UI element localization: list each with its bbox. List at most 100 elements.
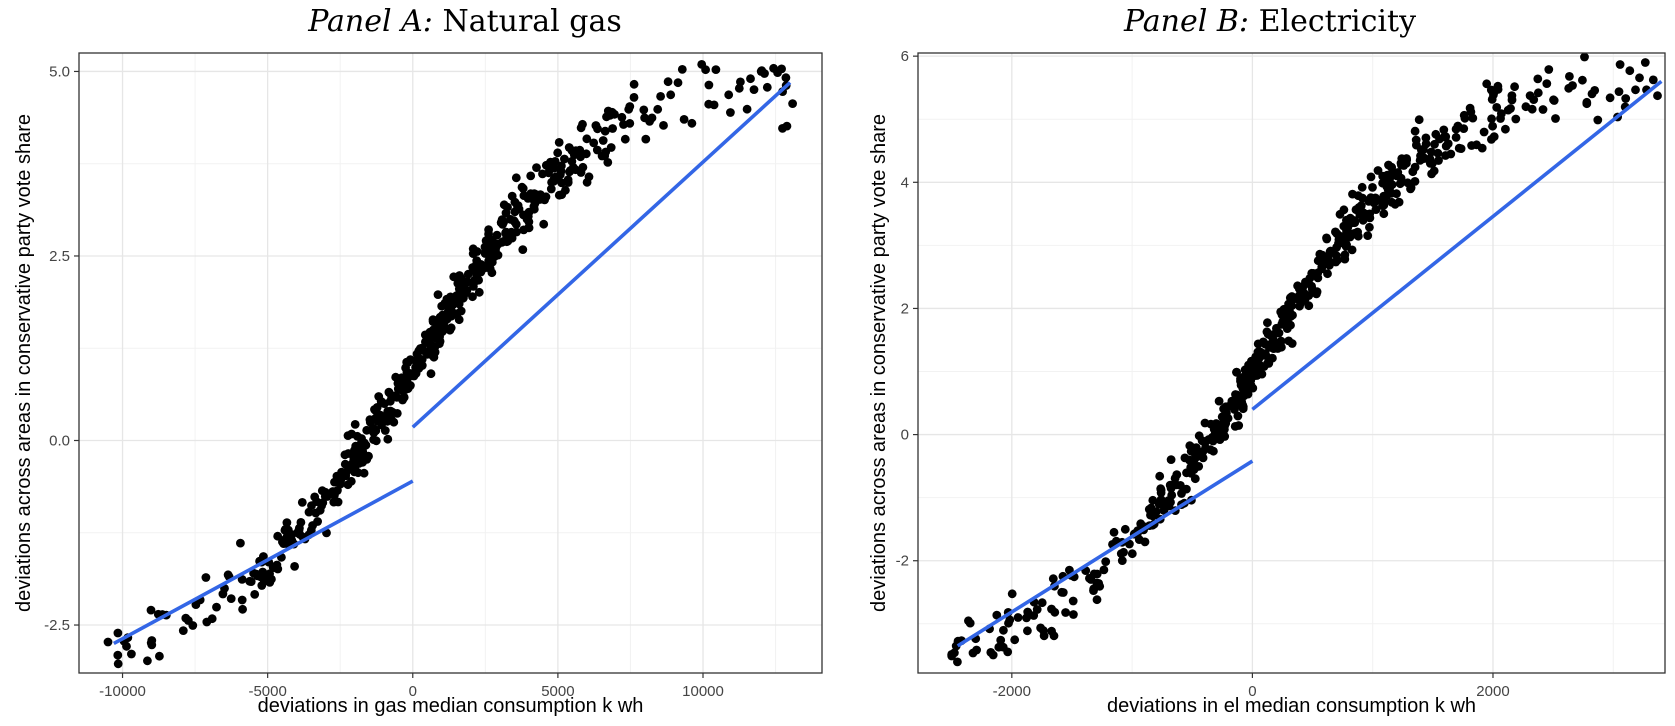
data-point — [576, 152, 585, 162]
data-point — [329, 490, 339, 499]
data-point — [1521, 102, 1531, 112]
data-point — [1120, 524, 1130, 534]
data-point — [1477, 143, 1487, 153]
data-point — [539, 219, 549, 229]
data-point — [589, 138, 599, 148]
x-axis-title: deviations in gas median consumption k w… — [258, 695, 644, 717]
data-point — [332, 471, 342, 481]
data-point — [1003, 647, 1013, 657]
data-point — [1625, 66, 1635, 76]
data-point — [1210, 429, 1220, 439]
data-point — [1101, 557, 1111, 566]
data-point — [1364, 197, 1374, 206]
data-point — [576, 123, 586, 133]
data-point — [371, 406, 380, 415]
data-point — [474, 267, 484, 277]
data-point — [422, 347, 432, 357]
y-tick-label: 2.5 — [49, 248, 70, 265]
y-axis-title: deviations across areas in conservative … — [868, 114, 890, 612]
data-point — [600, 126, 610, 136]
data-point — [343, 431, 353, 440]
data-point — [409, 371, 419, 381]
data-point — [1392, 171, 1401, 181]
data-point — [546, 184, 556, 194]
data-point — [455, 292, 465, 302]
data-point — [365, 415, 375, 425]
data-point — [1023, 626, 1032, 636]
y-tick-label: 0 — [901, 427, 909, 444]
data-point — [429, 325, 438, 335]
data-point — [1542, 79, 1552, 88]
data-point — [126, 649, 136, 659]
data-point — [1170, 474, 1180, 483]
data-point — [1117, 556, 1127, 565]
data-point — [1511, 114, 1521, 124]
data-point — [1587, 89, 1597, 99]
data-point — [448, 300, 458, 309]
data-point — [1487, 135, 1496, 144]
data-point — [1238, 372, 1248, 382]
data-point — [1164, 499, 1174, 508]
data-point — [1252, 369, 1262, 378]
data-point — [1399, 161, 1409, 170]
data-point — [238, 604, 248, 614]
data-point — [1379, 191, 1389, 201]
data-point — [1263, 318, 1272, 328]
data-point — [397, 385, 406, 394]
data-point — [259, 552, 268, 561]
data-point — [296, 518, 306, 527]
data-point — [687, 118, 697, 128]
data-point — [307, 501, 316, 510]
data-point — [1614, 87, 1624, 96]
data-point — [964, 616, 973, 626]
data-point — [290, 562, 299, 571]
data-point — [341, 471, 351, 481]
data-point — [122, 641, 131, 651]
data-point — [994, 642, 1004, 652]
data-point — [563, 175, 573, 185]
data-point — [287, 536, 297, 545]
data-point — [673, 78, 683, 88]
data-point — [499, 200, 509, 210]
data-point — [183, 616, 193, 625]
data-point — [1506, 104, 1515, 113]
gridlines — [918, 53, 1665, 673]
data-point — [459, 278, 469, 288]
data-point — [1365, 222, 1374, 232]
data-point — [1095, 581, 1105, 591]
data-point — [113, 659, 123, 669]
y-tick-label: 5.0 — [49, 63, 70, 80]
data-point — [1037, 598, 1047, 608]
data-point — [592, 145, 602, 155]
x-tick-label: -5000 — [248, 683, 286, 700]
data-point — [1507, 95, 1517, 105]
data-point — [1653, 91, 1662, 101]
data-point — [470, 276, 479, 285]
data-point — [1406, 183, 1416, 193]
plot-border — [917, 52, 1666, 674]
data-point — [1264, 359, 1274, 368]
data-point — [724, 90, 734, 100]
fit-line-right — [411, 81, 792, 429]
scatter-points — [103, 60, 797, 669]
data-point — [704, 80, 714, 90]
data-point — [1387, 197, 1397, 207]
data-point — [639, 105, 649, 115]
data-point — [1166, 483, 1176, 493]
data-point — [769, 63, 778, 73]
data-point — [663, 77, 673, 87]
data-point — [1127, 549, 1137, 559]
data-point — [1358, 215, 1368, 225]
data-point — [567, 146, 577, 156]
data-point — [386, 406, 395, 416]
data-point — [1427, 159, 1437, 168]
panel-b-electricity: -2000 0 2000 -2 0 2 4 6 deviations in el median … — [868, 48, 1666, 717]
data-point — [1214, 396, 1224, 406]
data-point — [561, 185, 570, 195]
x-tick-label: 2000 — [1476, 683, 1509, 700]
data-point — [629, 79, 639, 89]
data-point — [584, 172, 594, 182]
data-point — [1240, 384, 1250, 394]
data-point — [155, 651, 164, 661]
x-tick-label: -10000 — [99, 683, 146, 700]
